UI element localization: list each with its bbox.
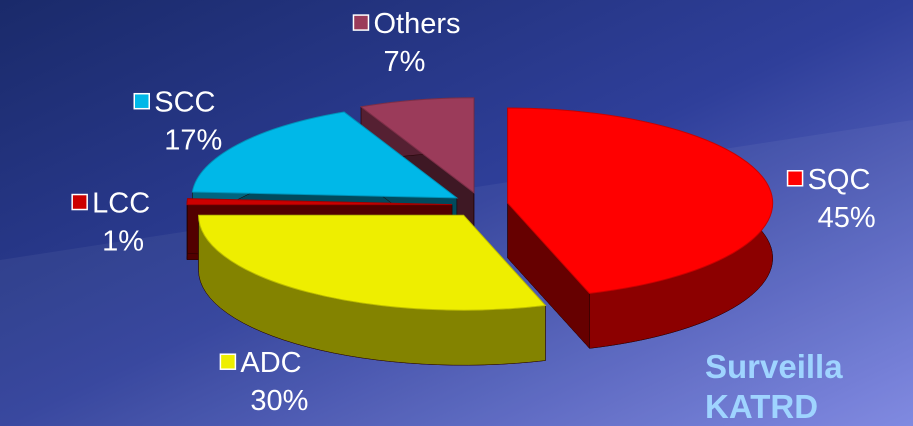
slice — [198, 214, 547, 311]
legend-swatch — [71, 193, 88, 211]
slice-label: Others 7% — [352, 8, 460, 78]
slice — [186, 198, 453, 206]
pie — [186, 97, 774, 366]
legend-swatch — [352, 14, 370, 31]
category-label: SQC — [808, 164, 871, 196]
slice — [359, 97, 475, 194]
annotation: KATRD — [705, 388, 818, 425]
category-label: Others — [373, 8, 460, 40]
slice — [191, 111, 459, 199]
value-label: 30% — [250, 385, 308, 417]
slice-label: LCC 1% — [71, 188, 150, 258]
value-label: 17% — [164, 125, 222, 157]
slice-side — [186, 198, 188, 260]
slice — [507, 107, 774, 294]
legend-swatch — [133, 92, 151, 110]
category-label: ADC — [240, 347, 301, 379]
value-label: 45% — [818, 202, 876, 234]
annotation: Surveilla — [705, 348, 843, 385]
legend-swatch — [786, 170, 804, 187]
slice-label: SCC 17% — [133, 87, 222, 157]
value-label: 7% — [383, 46, 425, 78]
category-label: LCC — [92, 188, 150, 220]
legend-swatch — [219, 353, 237, 370]
category-label: SCC — [154, 87, 215, 119]
slice-label: ADC 30% — [219, 347, 308, 417]
slice-label: SQC 45% — [786, 164, 876, 234]
value-label: 1% — [102, 226, 144, 258]
